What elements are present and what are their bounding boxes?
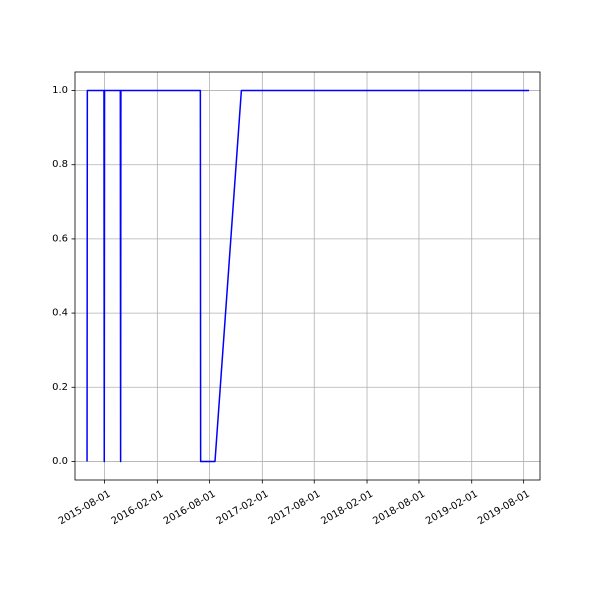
y-tick-label: 0.6 [52, 233, 68, 244]
y-axis: 0.0 0.2 0.4 0.6 0.8 1.0 [52, 85, 75, 467]
series-layer [86, 89, 530, 463]
y-tick-label: 1.0 [52, 85, 68, 96]
axes-frame [74, 71, 541, 481]
series-line-0 [86, 89, 530, 463]
y-tick-label: 0.8 [52, 159, 68, 170]
y-tick-label: 0.0 [52, 456, 68, 467]
y-tick-label: 0.2 [52, 382, 68, 393]
y-tick-label: 0.4 [52, 308, 68, 319]
